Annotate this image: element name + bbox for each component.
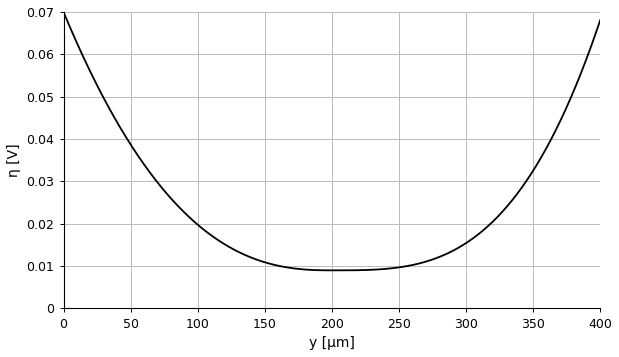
X-axis label: y [μm]: y [μm]: [309, 336, 355, 350]
Y-axis label: η [V]: η [V]: [7, 144, 21, 177]
